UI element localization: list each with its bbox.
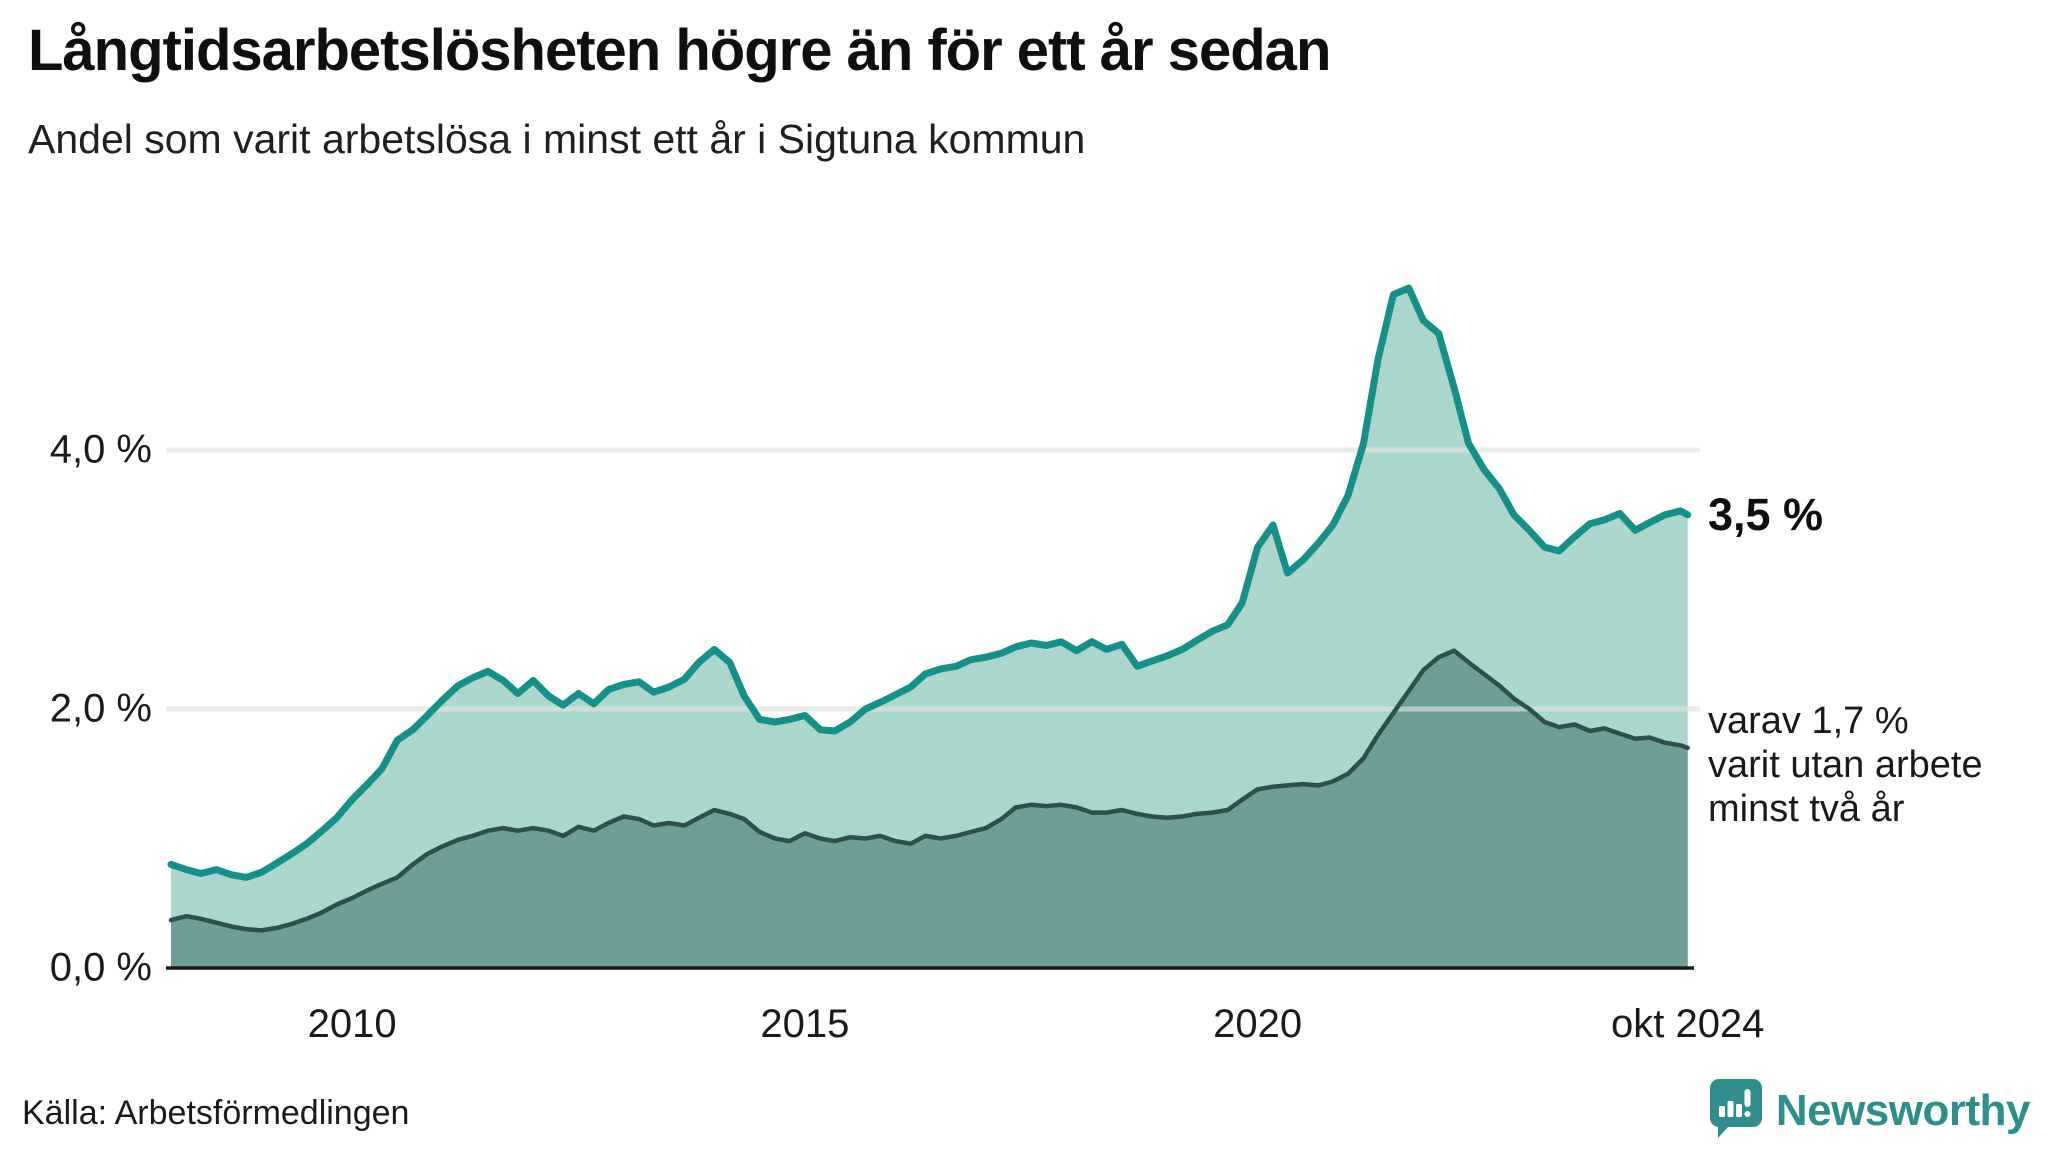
area-fill-minst-tva-ar: [171, 650, 1688, 968]
page-title: Långtidsarbetslösheten högre än för ett …: [28, 18, 1331, 83]
newsworthy-logo: Newsworthy: [1706, 1077, 2031, 1144]
y-tick-label-20: 2,0 %: [49, 686, 152, 731]
x-tick-label-okt-2024: okt 2024: [1610, 1002, 1765, 1046]
newsworthy-bar-chart-bubble-icon: [1706, 1077, 1764, 1144]
x-tick-label-2020: 2020: [1213, 1002, 1303, 1046]
line-minst-ett-ar: [167, 284, 1692, 881]
line-minst-tva-ar: [168, 648, 1690, 933]
y-tick-label-40: 4,0 %: [49, 427, 152, 472]
source-note: Källa: Arbetsförmedlingen: [22, 1094, 410, 1132]
x-tick-label-2015: 2015: [760, 1002, 850, 1046]
latest-value-label: 3,5 %: [1708, 489, 1824, 540]
brand-name: Newsworthy: [1775, 1085, 2031, 1135]
secondary-series-label: varav 1,7 % varit utan arbete minst två …: [1708, 700, 1983, 830]
page-subtitle: Andel som varit arbetslösa i minst ett å…: [28, 116, 1086, 162]
y-tick-label-00: 0,0 %: [49, 945, 152, 990]
x-tick-label-2010: 2010: [307, 1002, 397, 1046]
